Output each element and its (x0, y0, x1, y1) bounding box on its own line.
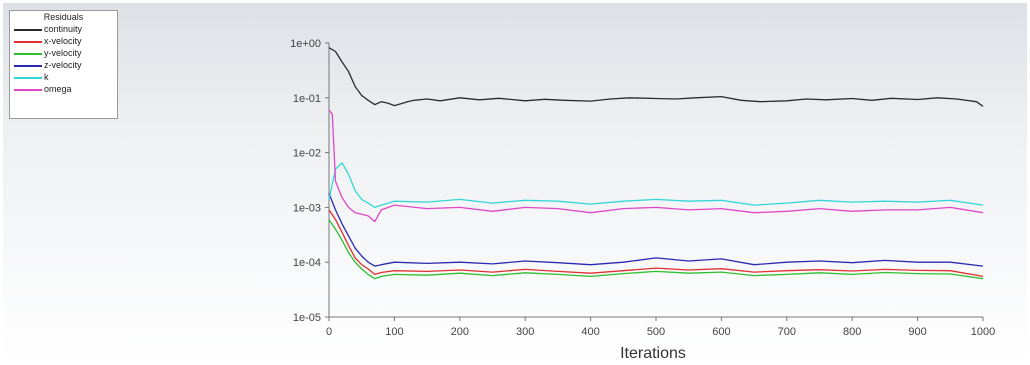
x-tick-label: 800 (843, 326, 861, 338)
series-line-k (328, 162, 984, 209)
chart-panel: Residuals continuity x-velocity y-veloci… (3, 3, 1027, 362)
x-tick-label: 700 (778, 326, 796, 338)
legend-label-x-velocity: x-velocity (44, 36, 82, 46)
y-tick-label: 1e-02 (293, 148, 321, 160)
legend-swatch-continuity (14, 29, 42, 31)
y-tick-label: 1e-01 (293, 93, 321, 105)
y-tick-label: 1e-04 (293, 257, 321, 269)
legend-title: Residuals (43, 12, 84, 22)
series-line-omega (328, 109, 984, 223)
y-tick-label: 1e-05 (293, 312, 321, 324)
series-lines (328, 47, 984, 280)
y-tick-label: 1e+00 (290, 38, 321, 50)
legend-label-z-velocity: z-velocity (44, 60, 82, 70)
legend-swatch-k (14, 77, 42, 79)
legend-swatch-z-velocity (14, 65, 42, 67)
legend-item-continuity: continuity (10, 23, 117, 35)
x-tick-label: 0 (326, 326, 332, 338)
x-tick-label: 1000 (971, 326, 995, 338)
x-tick-label: 400 (581, 326, 599, 338)
legend-item-k: k (10, 71, 117, 83)
legend-swatch-omega (14, 89, 42, 91)
legend-item-z-velocity: z-velocity (10, 59, 117, 71)
legend-label-y-velocity: y-velocity (44, 48, 82, 58)
x-tick-label: 500 (647, 326, 665, 338)
y-tick-label: 1e-03 (293, 202, 321, 214)
y-ticks: 1e-05 1e-04 1e-03 1e-02 1e-01 1e+00 (290, 38, 329, 324)
legend-swatch-y-velocity (14, 53, 42, 55)
x-ticks: 0 100 200 300 400 500 600 700 800 900 1000 (326, 317, 995, 338)
axes (328, 43, 983, 318)
legend-label-k: k (44, 72, 49, 82)
x-tick-label: 300 (516, 326, 534, 338)
series-line-continuity (328, 47, 984, 107)
series-line-y-velocity (328, 219, 984, 280)
x-tick-label: 100 (385, 326, 403, 338)
legend-item-y-velocity: y-velocity (10, 47, 117, 59)
x-tick-label: 200 (451, 326, 469, 338)
residuals-plot: 1e-05 1e-04 1e-03 1e-02 1e-01 1e+00 0 100 200 30… (290, 38, 995, 362)
x-tick-label: 600 (712, 326, 730, 338)
x-tick-label: 900 (908, 326, 926, 338)
legend-swatch-x-velocity (14, 41, 42, 43)
series-line-x-velocity (328, 209, 984, 278)
x-axis-label: Iterations (620, 345, 686, 362)
legend-item-omega: omega (10, 83, 117, 95)
legend-item-x-velocity: x-velocity (10, 35, 117, 47)
legend: Residuals continuity x-velocity y-veloci… (9, 10, 118, 119)
legend-label-continuity: continuity (44, 24, 83, 34)
legend-label-omega: omega (44, 84, 72, 94)
series-line-z-velocity (328, 193, 984, 267)
